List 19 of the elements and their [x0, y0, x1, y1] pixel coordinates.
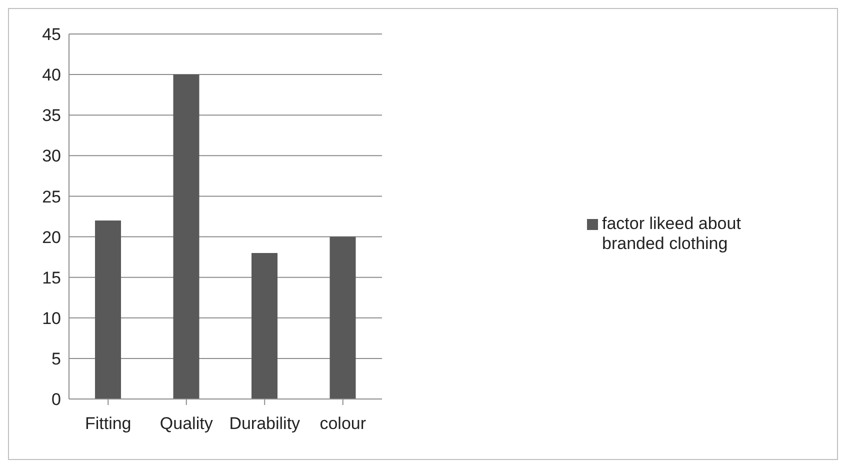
legend-label: factor likeed about branded clothing [602, 214, 742, 254]
bar [252, 253, 278, 399]
y-tick-label: 25 [42, 187, 61, 206]
y-tick-label: 5 [52, 349, 61, 368]
x-tick-label: Fitting [84, 414, 132, 434]
bar [95, 220, 121, 399]
bar [330, 236, 356, 399]
x-tick-label: Durability [229, 414, 301, 434]
y-tick-label: 15 [42, 268, 61, 288]
x-tick-label: Quality [160, 414, 214, 434]
y-tick-label: 45 [42, 25, 61, 44]
bar [173, 74, 200, 399]
y-tick-label: 20 [42, 228, 61, 247]
y-tick-label: 40 [42, 66, 61, 85]
y-tick-label: 0 [52, 390, 61, 410]
y-tick-label: 30 [42, 146, 61, 166]
y-tick-label: 35 [42, 106, 61, 126]
y-tick-label: 10 [42, 308, 61, 328]
x-tick-label: colour [320, 414, 366, 434]
